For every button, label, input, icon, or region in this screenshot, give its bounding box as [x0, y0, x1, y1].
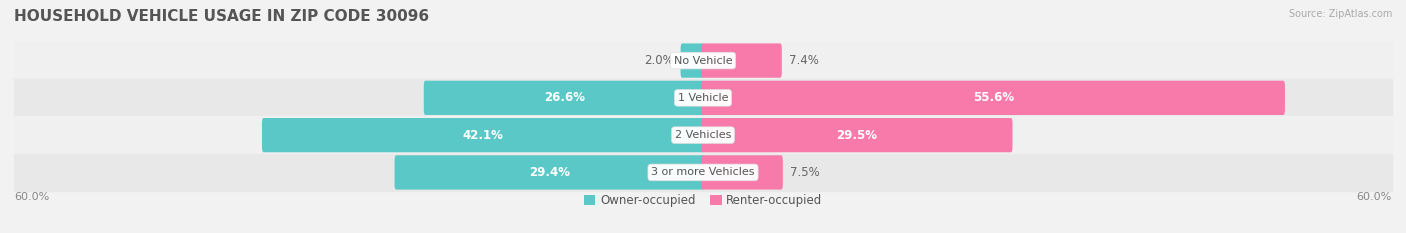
- Text: 7.5%: 7.5%: [790, 166, 820, 179]
- Text: 60.0%: 60.0%: [1357, 192, 1392, 202]
- Bar: [14, 116, 1392, 154]
- Bar: [14, 79, 1392, 116]
- Text: 29.4%: 29.4%: [529, 166, 569, 179]
- Text: 1 Vehicle: 1 Vehicle: [678, 93, 728, 103]
- Text: 2.0%: 2.0%: [644, 54, 673, 67]
- Text: 3 or more Vehicles: 3 or more Vehicles: [651, 168, 755, 177]
- Text: 55.6%: 55.6%: [973, 91, 1014, 104]
- Text: 60.0%: 60.0%: [14, 192, 49, 202]
- Bar: [14, 154, 1392, 191]
- FancyBboxPatch shape: [395, 155, 704, 190]
- Bar: [14, 42, 1392, 79]
- FancyBboxPatch shape: [262, 118, 704, 152]
- FancyBboxPatch shape: [702, 43, 782, 78]
- Text: HOUSEHOLD VEHICLE USAGE IN ZIP CODE 30096: HOUSEHOLD VEHICLE USAGE IN ZIP CODE 3009…: [14, 9, 429, 24]
- Text: No Vehicle: No Vehicle: [673, 56, 733, 65]
- FancyBboxPatch shape: [423, 81, 704, 115]
- Text: 2 Vehicles: 2 Vehicles: [675, 130, 731, 140]
- FancyBboxPatch shape: [702, 118, 1012, 152]
- Legend: Owner-occupied, Renter-occupied: Owner-occupied, Renter-occupied: [579, 190, 827, 212]
- Text: 42.1%: 42.1%: [463, 129, 503, 142]
- Text: Source: ZipAtlas.com: Source: ZipAtlas.com: [1288, 9, 1392, 19]
- Text: 29.5%: 29.5%: [837, 129, 877, 142]
- Text: 26.6%: 26.6%: [544, 91, 585, 104]
- FancyBboxPatch shape: [702, 155, 783, 190]
- FancyBboxPatch shape: [681, 43, 704, 78]
- FancyBboxPatch shape: [702, 81, 1285, 115]
- Text: 7.4%: 7.4%: [789, 54, 818, 67]
